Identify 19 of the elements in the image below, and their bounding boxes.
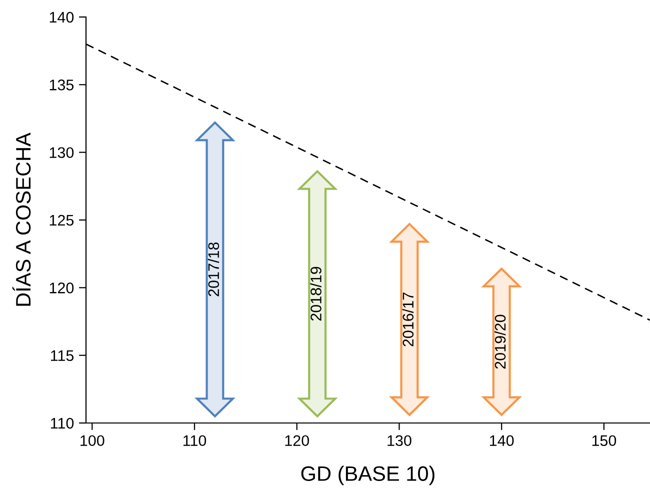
y-tick-label: 110 — [51, 418, 74, 429]
x-tick-label: 100 — [80, 435, 104, 446]
annotation: 2019/20 — [494, 314, 506, 369]
annotation: 2016/17 — [402, 292, 414, 346]
x-tick-label: 110 — [183, 435, 206, 446]
y-tick-label: 120 — [50, 282, 74, 294]
x-tick-label: 120 — [285, 435, 310, 446]
annotation: 2017/18 — [208, 242, 220, 296]
x-tick-label: 140 — [490, 435, 514, 446]
y-tick-label: 125 — [50, 214, 74, 226]
y-tick-label: 140 — [50, 12, 74, 23]
y-tick-label: 130 — [50, 147, 74, 158]
x-tick-label: 150 — [592, 435, 616, 446]
x-axis-title: GD (BASE 10) — [301, 466, 434, 486]
y-axis-title: DÍAS A COSECHA — [12, 132, 31, 306]
y-tick-label: 135 — [50, 80, 74, 90]
annotation: 2018/19 — [310, 266, 322, 321]
x-tick-label: 130 — [388, 435, 412, 446]
y-tick-label: 115 — [51, 350, 74, 362]
